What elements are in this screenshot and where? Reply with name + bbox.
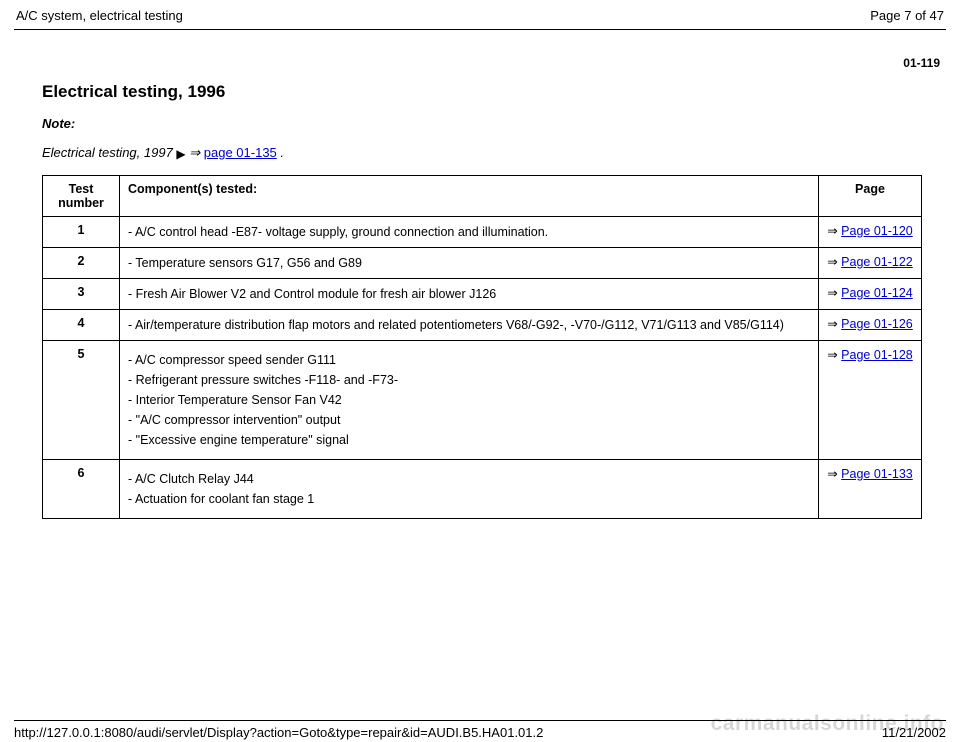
footer-divider — [14, 720, 946, 721]
implies-icon: ⇒ — [827, 467, 841, 481]
content-area: Electrical testing, 1996 Note: Electrica… — [14, 82, 946, 519]
component-item: - Temperature sensors G17, G56 and G89 — [128, 256, 810, 270]
component-item: - Air/temperature distribution flap moto… — [128, 318, 810, 332]
note-text: Electrical testing, 1997 ▶ ⇒ page 01-135… — [42, 145, 922, 161]
page-title: Electrical testing, 1996 — [42, 82, 922, 102]
component-cell: - A/C control head -E87- voltage supply,… — [120, 217, 819, 248]
table-row: 6 - A/C Clutch Relay J44 - Actuation for c… — [43, 460, 922, 519]
page-link[interactable]: Page 01-120 — [841, 224, 913, 238]
test-number-cell: 1 — [43, 217, 120, 248]
test-number-cell: 4 — [43, 310, 120, 341]
component-item: - A/C Clutch Relay J44 — [128, 472, 810, 486]
component-item: - Fresh Air Blower V2 and Control module… — [128, 287, 810, 301]
component-item: - "Excessive engine temperature" signal — [128, 433, 810, 447]
page-link-cell: ⇒ Page 01-126 — [819, 310, 922, 341]
page-link-cell: ⇒ Page 01-133 — [819, 460, 922, 519]
page-link-cell: ⇒ Page 01-124 — [819, 279, 922, 310]
table-row: 2 - Temperature sensors G17, G56 and G89 ⇒… — [43, 248, 922, 279]
test-number-cell: 2 — [43, 248, 120, 279]
header-title: A/C system, electrical testing — [16, 8, 183, 23]
col-header-page: Page — [819, 176, 922, 217]
page-link-cell: ⇒ Page 01-120 — [819, 217, 922, 248]
page-container: A/C system, electrical testing Page 7 of… — [0, 0, 960, 519]
implies-icon: ⇒ — [827, 348, 841, 362]
implies-icon: ⇒ — [827, 224, 841, 238]
page-link[interactable]: Page 01-122 — [841, 255, 913, 269]
note-prefix: Electrical testing, 1997 — [42, 145, 176, 160]
component-item: - Actuation for coolant fan stage 1 — [128, 492, 810, 506]
footer-row: http://127.0.0.1:8080/audi/servlet/Displ… — [14, 725, 946, 740]
component-item: - A/C compressor speed sender G111 — [128, 353, 810, 367]
component-cell: - Fresh Air Blower V2 and Control module… — [120, 279, 819, 310]
page-link-cell: ⇒ Page 01-128 — [819, 341, 922, 460]
page-link[interactable]: Page 01-124 — [841, 286, 913, 300]
note-label: Note: — [42, 116, 922, 131]
page-link[interactable]: Page 01-128 — [841, 348, 913, 362]
col-header-num: Test number — [43, 176, 120, 217]
footer-date: 11/21/2002 — [882, 725, 946, 740]
test-number-cell: 3 — [43, 279, 120, 310]
component-item: - "A/C compressor intervention" output — [128, 413, 810, 427]
implies-icon: ⇒ — [827, 255, 841, 269]
note-link[interactable]: page 01-135 — [204, 145, 277, 160]
test-number-cell: 6 — [43, 460, 120, 519]
page-footer: http://127.0.0.1:8080/audi/servlet/Displ… — [14, 714, 946, 740]
table-row: 3 - Fresh Air Blower V2 and Control modul… — [43, 279, 922, 310]
page-link[interactable]: Page 01-133 — [841, 467, 913, 481]
section-number: 01-119 — [14, 30, 946, 72]
page-header: A/C system, electrical testing Page 7 of… — [14, 8, 946, 29]
component-cell: - A/C compressor speed sender G111 - Refr… — [120, 341, 819, 460]
page-link[interactable]: Page 01-126 — [841, 317, 913, 331]
component-item: - Interior Temperature Sensor Fan V42 — [128, 393, 810, 407]
header-page-num: Page 7 of 47 — [870, 8, 944, 23]
play-icon: ▶ — [176, 147, 185, 161]
tests-table: Test number Component(s) tested: Page 1-… — [42, 175, 922, 519]
component-cell: - Air/temperature distribution flap moto… — [120, 310, 819, 341]
table-row: 4 - Air/temperature distribution flap mot… — [43, 310, 922, 341]
tests-table-body: 1 - A/C control head -E87- voltage supply… — [43, 217, 922, 519]
footer-url: http://127.0.0.1:8080/audi/servlet/Displ… — [14, 725, 543, 740]
page-link-cell: ⇒ Page 01-122 — [819, 248, 922, 279]
implies-icon: ⇒ — [186, 145, 204, 160]
note-suffix: . — [277, 145, 284, 160]
component-cell: - A/C Clutch Relay J44 - Actuation for co… — [120, 460, 819, 519]
component-item: - A/C control head -E87- voltage supply,… — [128, 225, 810, 239]
col-header-comp: Component(s) tested: — [120, 176, 819, 217]
component-cell: - Temperature sensors G17, G56 and G89 — [120, 248, 819, 279]
implies-icon: ⇒ — [827, 286, 841, 300]
test-number-cell: 5 — [43, 341, 120, 460]
implies-icon: ⇒ — [827, 317, 841, 331]
table-row: 5 - A/C compressor speed sender G111 - Ref… — [43, 341, 922, 460]
table-row: 1 - A/C control head -E87- voltage supply… — [43, 217, 922, 248]
component-item: - Refrigerant pressure switches -F118- a… — [128, 373, 810, 387]
